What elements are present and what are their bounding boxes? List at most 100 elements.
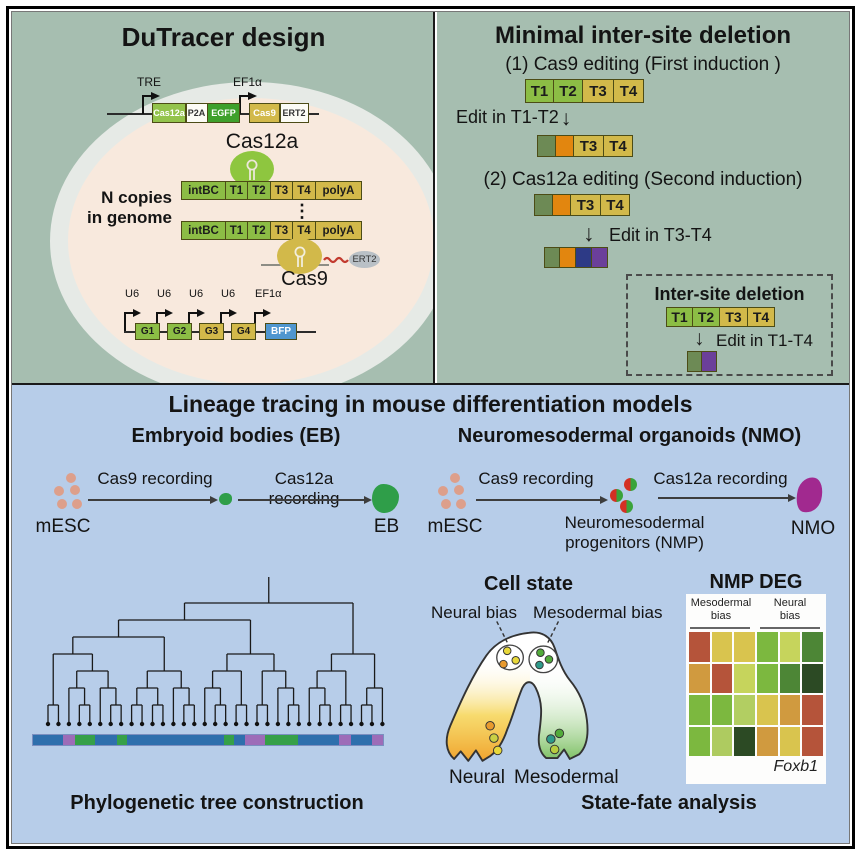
state-dot: [499, 659, 508, 669]
panel-title: Lineage tracing in mouse differentiation…: [168, 391, 693, 417]
fate-dot: [489, 733, 499, 743]
cas12a-recording-label: Cas12a recording: [268, 469, 340, 508]
heatmap-cell: [779, 632, 801, 662]
inset-title: Inter-site deletion: [654, 284, 805, 304]
fate-dot: [546, 734, 556, 744]
neural-bias-circle: [496, 644, 524, 671]
tree-caption: Phylogenetic tree construction: [70, 792, 364, 814]
neural-bias-label: Neural bias: [431, 603, 517, 622]
guide-g2: G2: [167, 323, 192, 340]
hairpin-icon: [246, 159, 258, 180]
tree-leaf: [213, 721, 218, 727]
heatmap-cell: [689, 695, 710, 725]
edit-t1t2-label: Edit in T1-T2 ↓: [456, 107, 572, 130]
nmp-cluster: [610, 478, 640, 514]
tree-leaf: [139, 721, 145, 727]
tree-leaf: [150, 721, 155, 727]
gene-p2a: P2A: [185, 103, 208, 123]
panel-title: DuTracer design: [121, 22, 326, 52]
clone-bar-segment: [126, 735, 225, 745]
tree-leaf: [223, 721, 228, 727]
mesc-label: mESC: [35, 516, 91, 537]
clone-bar-segment: [339, 735, 352, 745]
state-dot: [544, 655, 554, 664]
clone-bar-segment: [74, 735, 95, 745]
edited-block-purple: [592, 247, 608, 268]
tree-leaf: [171, 721, 176, 727]
heatmap-cell: [711, 695, 733, 725]
fate-dot: [492, 745, 503, 756]
promoter-u6-label: U6: [157, 288, 172, 300]
gene-cas12a: Cas12a: [152, 103, 186, 123]
tree-leaf: [87, 721, 92, 727]
cell-dot: [438, 486, 448, 496]
promoter-tre-label: TRE: [137, 75, 161, 89]
guide-g4: G4: [231, 323, 256, 340]
heatmap-cell: [734, 632, 755, 662]
tree-leaf: [338, 721, 343, 727]
gene-name-label: Foxb1: [773, 758, 818, 775]
cell-dot: [441, 499, 451, 509]
heatmap-cell: [779, 663, 801, 693]
gene-egfp: EGFP: [207, 103, 240, 123]
fate-caption: State-fate analysis: [581, 792, 757, 814]
fate-dot: [554, 728, 565, 739]
clone-bar-segment: [297, 735, 340, 745]
tree-leaf: [317, 721, 322, 727]
heatmap-cell: [689, 663, 710, 693]
flow-arrow: [658, 494, 796, 502]
eb-blob: [372, 484, 399, 513]
tree-leaf: [108, 721, 113, 727]
eb-section-title: Embryoid bodies (EB): [131, 425, 341, 447]
edit-t3t4-label: Edit in T3-T4: [609, 225, 712, 245]
state-dot: [511, 656, 521, 665]
heatmap-panel: Mesodermal bias Neural bias Foxb1: [686, 594, 826, 784]
state-dot: [502, 646, 512, 656]
edited-block-green: [687, 351, 702, 372]
heatmap-cell: [802, 632, 823, 662]
group2-underline: [760, 627, 820, 629]
early-eb-dot: [219, 493, 232, 505]
promoter-u6-label: U6: [221, 288, 236, 300]
nmo-blob: [793, 474, 826, 516]
tree-leaf: [98, 721, 103, 727]
barcode-tape-2: intBC T1 T2 T3 T4 polyA: [181, 221, 362, 240]
promoter-u6-label: U6: [125, 288, 140, 300]
state-dot: [536, 648, 545, 657]
tree-leaf: [327, 721, 333, 727]
panel-minimal-deletion: Minimal inter-site deletion (1) Cas9 edi…: [437, 12, 849, 383]
mesodermal-bias-circle: [528, 645, 559, 674]
state-dot: [535, 660, 544, 670]
mesc-cluster: [438, 473, 470, 511]
nmp-label: Neuromesodermal progenitors (NMP): [564, 513, 705, 552]
nmo-section-title: Neuromesodermal organoids (NMO): [457, 425, 802, 447]
heatmap-cell: [734, 726, 755, 756]
clone-bar-segment: [33, 735, 64, 745]
cas12a-protein-label: Cas12a: [225, 130, 299, 153]
guide-g1: G1: [135, 323, 160, 340]
outer-frame: DuTracer design TRE EF1α Cas12a P2A EGFP…: [6, 6, 855, 849]
tree-leaf: [129, 721, 134, 727]
heatmap-cell: [756, 695, 778, 725]
nmp-cell: [610, 489, 623, 502]
clone-bar-segment: [351, 735, 373, 745]
cas12a-recording-label: Cas12a recording: [653, 469, 788, 488]
mesodermal-bias-pointer: [546, 621, 560, 645]
down-arrow-icon: ↓: [560, 107, 572, 130]
heatmap-cell: [756, 663, 778, 693]
cell-dot: [454, 485, 464, 495]
tree-leaf: [254, 721, 260, 727]
tree-leaf: [233, 721, 239, 727]
clone-bar-segment: [117, 735, 127, 745]
eb-label: EB: [373, 516, 400, 537]
tree-leaf: [359, 721, 364, 727]
nmp-arch-diagram: [445, 621, 589, 762]
promoter-ef1a-label: EF1α: [255, 288, 282, 300]
step1-label: (1) Cas9 editing (First induction ): [505, 54, 781, 75]
flow-arrow: [476, 496, 608, 504]
promoter-ef1a-label: EF1α: [233, 75, 262, 89]
down-arrow-icon: ↓: [583, 220, 595, 246]
tree-leaf: [348, 721, 354, 727]
clone-bar-segment: [94, 735, 118, 745]
mesodermal-bias-label: Mesodermal bias: [533, 603, 663, 622]
